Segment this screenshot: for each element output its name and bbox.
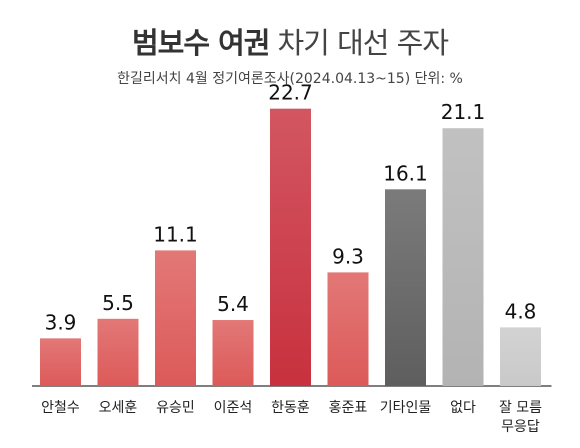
category-label-9: 잘 모름 무응답 xyxy=(499,400,542,435)
bar-1 xyxy=(40,338,81,386)
value-label-7: 16.1 xyxy=(383,161,428,185)
bar-8 xyxy=(442,128,484,386)
chart-subtitle: 한길리서치 4월 정기여론조사(2024.04.13~15) 단위: % xyxy=(117,71,463,87)
value-label-4: 5.4 xyxy=(217,292,249,316)
category-label-8: 없다 xyxy=(450,400,476,416)
bar-3 xyxy=(155,250,196,386)
category-label-2: 오세훈 xyxy=(99,400,138,416)
category-label-1: 안철수 xyxy=(41,400,80,416)
bar-5 xyxy=(270,108,311,386)
category-label-4: 이준석 xyxy=(214,400,253,416)
value-label-5: 22.7 xyxy=(268,81,313,105)
value-label-3: 11.1 xyxy=(153,222,198,246)
category-label-3: 유승민 xyxy=(156,400,195,416)
bar-6 xyxy=(327,272,369,386)
bar-7 xyxy=(385,189,426,386)
value-label-9: 4.8 xyxy=(505,299,537,323)
bar-2 xyxy=(97,318,139,386)
value-label-2: 5.5 xyxy=(102,291,134,315)
category-label-6: 홍준표 xyxy=(329,400,368,416)
title-bold: 범보수 여권 xyxy=(131,26,270,60)
value-label-1: 3.9 xyxy=(45,310,77,334)
title-light: 차기 대선 주자 xyxy=(277,26,449,60)
bar-9 xyxy=(500,327,541,386)
value-label-8: 21.1 xyxy=(441,100,486,124)
category-label-5: 한동훈 xyxy=(271,400,310,416)
value-label-6: 9.3 xyxy=(332,244,364,268)
bar-4 xyxy=(212,320,254,386)
chart-title: 범보수 여권 차기 대선 주자 xyxy=(0,20,580,62)
category-label-7: 기타인물 xyxy=(380,400,432,416)
